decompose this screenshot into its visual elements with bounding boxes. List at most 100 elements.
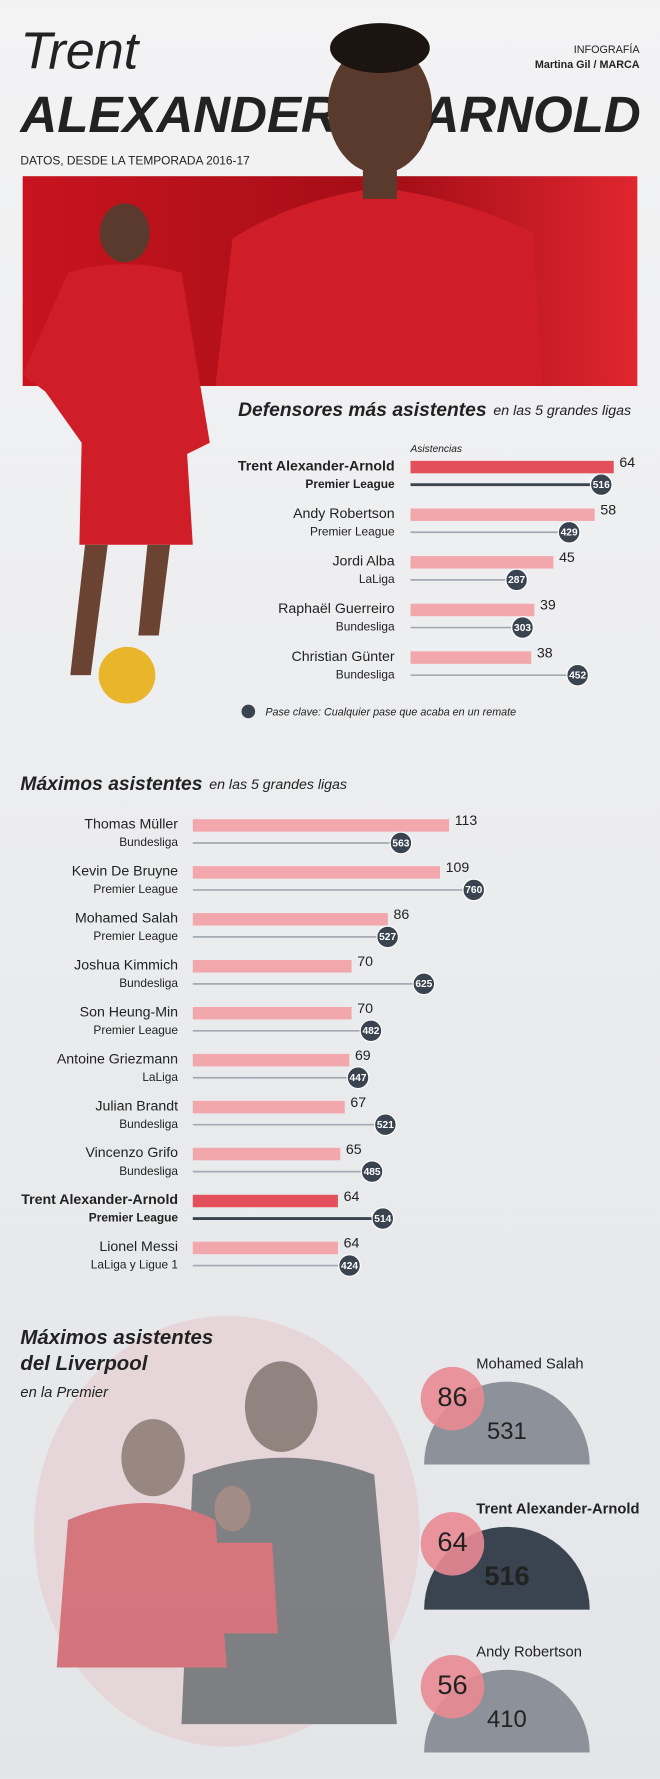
- value-label: 64: [619, 455, 635, 471]
- key-pass-marker: [557, 520, 581, 544]
- category-label: Lionel Messi: [99, 1239, 178, 1255]
- value-label: 86: [394, 907, 410, 923]
- league-label: Bundesliga: [119, 976, 178, 990]
- key-pass-marker: [412, 972, 436, 996]
- key-pass-marker: [359, 1019, 383, 1043]
- key-pass-label: 303: [514, 623, 531, 634]
- league-label: Premier League: [89, 1211, 179, 1225]
- category-label: Thomas Müller: [84, 817, 178, 833]
- chart-title: Máximos asistentes: [20, 1327, 213, 1349]
- key-pass-label: 563: [392, 838, 409, 849]
- key-pass-marker: [360, 1160, 384, 1183]
- league-label: LaLiga: [359, 572, 395, 586]
- value-label: 38: [537, 645, 553, 661]
- title-last: ALEXANDER: [18, 86, 338, 143]
- assists-circle: [420, 1654, 485, 1719]
- league-label: Bundesliga: [119, 835, 178, 849]
- key-pass-label: 516: [593, 480, 610, 491]
- player-photo: [362, 170, 397, 199]
- chart-title-main: Defensores más asistentes: [238, 400, 487, 421]
- player-photo: [70, 544, 171, 676]
- league-label: Premier League: [93, 929, 178, 943]
- bar: [192, 1194, 338, 1208]
- category-label: Trent Alexander-Arnold: [476, 1502, 639, 1518]
- category-label: Julian Brandt: [95, 1098, 178, 1114]
- key-pass-label: 531: [487, 1418, 527, 1445]
- category-label: Mohamed Salah: [476, 1357, 583, 1373]
- value-label: 109: [446, 860, 470, 876]
- value-label: 39: [540, 598, 556, 614]
- key-pass-label: 521: [377, 1120, 394, 1131]
- league-label: Premier League: [93, 1023, 178, 1037]
- bar: [192, 960, 352, 973]
- league-label: Premier League: [305, 477, 395, 491]
- assists-circle: [420, 1512, 485, 1576]
- key-pass-label: 424: [341, 1261, 358, 1272]
- key-pass-label: 447: [350, 1073, 367, 1084]
- bar: [192, 1100, 345, 1114]
- league-label: LaLiga: [142, 1070, 178, 1084]
- value-label: 64: [344, 1236, 360, 1252]
- league-label: LaLiga y Ligue 1: [91, 1258, 179, 1272]
- bar: [192, 1006, 352, 1020]
- category-label: Antoine Griezmann: [57, 1051, 178, 1067]
- chart-title-main: Máximos asistentes: [20, 774, 202, 795]
- value-label: 70: [357, 954, 373, 970]
- key-pass-label: 514: [374, 1214, 391, 1225]
- players-photo: [34, 1315, 420, 1747]
- key-pass-label: 429: [561, 528, 578, 539]
- category-label: Jordi Alba: [332, 554, 394, 570]
- player-photo: [22, 264, 210, 545]
- axis-label: Asistencias: [410, 444, 463, 455]
- key-pass-label: 485: [364, 1167, 381, 1178]
- bar: [410, 603, 535, 617]
- league-label: Bundesliga: [119, 1164, 178, 1178]
- title-last: ARNOLD: [421, 86, 641, 143]
- key-pass-label: 410: [487, 1706, 527, 1733]
- key-pass-marker: [346, 1066, 370, 1090]
- subtitle: DATOS, DESDE LA TEMPORADA 2016-17: [20, 154, 250, 168]
- key-pass-marker: [371, 1207, 395, 1230]
- bar: [192, 866, 440, 879]
- title-first: Trent: [20, 23, 140, 81]
- chart-subtitle: en la Premier: [20, 1385, 109, 1401]
- value-label: 45: [559, 550, 575, 566]
- key-pass-label: 760: [465, 885, 482, 896]
- league-label: Bundesliga: [336, 620, 395, 634]
- category-label: Andy Robertson: [293, 506, 395, 522]
- value-label: 67: [350, 1095, 366, 1111]
- credit-label: INFOGRAFÍA: [574, 43, 641, 56]
- key-pass-marker: [505, 568, 528, 592]
- key-pass-label: 516: [484, 1560, 529, 1591]
- player-photo: [215, 187, 543, 386]
- category-label: Kevin De Bruyne: [72, 864, 178, 880]
- league-label: Premier League: [93, 882, 178, 896]
- key-pass-marker: [589, 473, 613, 496]
- bar: [410, 651, 532, 664]
- value-label: 58: [600, 502, 616, 518]
- category-label: Andy Robertson: [476, 1645, 582, 1661]
- assists-circle: [420, 1366, 485, 1431]
- key-pass-marker: [511, 616, 534, 639]
- league-label: Bundesliga: [336, 667, 395, 681]
- bar: [192, 1241, 338, 1255]
- chart-title: Defensores más asistentes en las 5 grande…: [238, 400, 631, 421]
- legend-text: Pase clave: Cualquier pase que acaba en …: [265, 706, 516, 718]
- category-label: Christian Günter: [292, 649, 395, 665]
- key-pass-label: 625: [415, 979, 432, 990]
- chart-title: Máximos asistentes en las 5 grandes ligas: [20, 774, 347, 795]
- bar: [192, 1147, 341, 1161]
- value-label: 70: [357, 1001, 373, 1017]
- key-pass-label: 482: [362, 1026, 379, 1037]
- chart-title: del Liverpool: [20, 1353, 148, 1375]
- key-pass-marker: [374, 1113, 397, 1137]
- bar: [410, 508, 595, 521]
- category-label: Vincenzo Grifo: [85, 1145, 178, 1161]
- legend-marker: [241, 704, 256, 719]
- player-photo: [327, 42, 433, 174]
- bar: [192, 819, 450, 832]
- category-label: Trent Alexander-Arnold: [238, 458, 395, 474]
- bar: [410, 556, 554, 569]
- league-label: Bundesliga: [119, 1117, 178, 1131]
